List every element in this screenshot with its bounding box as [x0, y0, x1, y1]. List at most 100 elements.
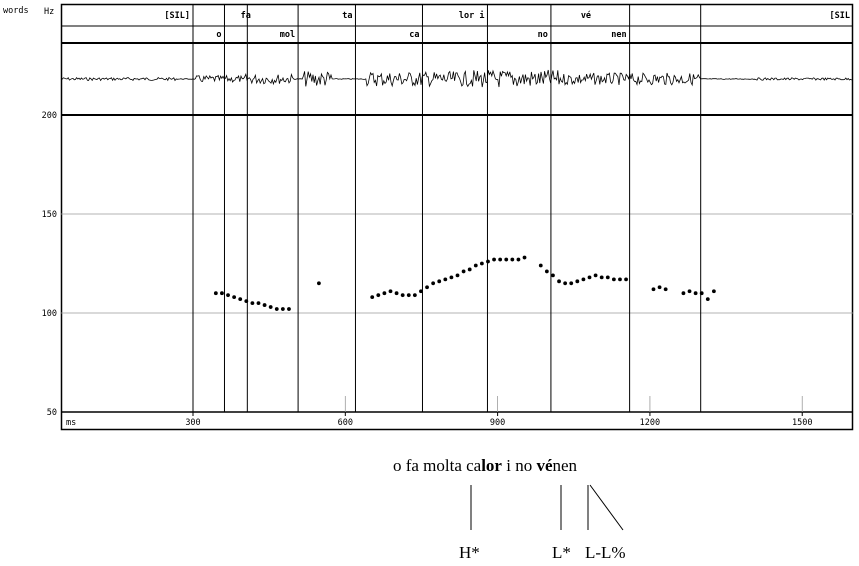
syllable-tier: o mol ca no nen [216, 30, 626, 40]
f0-point-31 [473, 263, 478, 268]
f0-point-7 [256, 301, 261, 305]
f0-point-42 [551, 273, 555, 278]
f0-point-18 [394, 291, 399, 296]
grid-lines [61, 213, 853, 412]
waveform-path [60, 69, 853, 88]
y-tick-label-150: 150 [42, 210, 57, 220]
f0-point-29 [461, 269, 466, 274]
sentence-stressed-ve: vé [536, 456, 553, 475]
tone-label-l-l-percent: L-L% [585, 543, 626, 562]
x-tick-label-300: 300 [185, 418, 200, 428]
x-tick-label-600: 600 [338, 418, 353, 428]
syllable-label-1: mol [280, 30, 295, 40]
words-tier-axis-label: words [3, 6, 29, 16]
f0-point-16 [382, 291, 387, 296]
f0-point-38 [516, 257, 521, 262]
x-axis-ticks: 300 600 900 1200 1500 [185, 412, 812, 428]
f0-point-4 [238, 297, 243, 302]
tone-label-h-star: H* [459, 543, 480, 562]
f0-point-26 [443, 277, 448, 282]
f0-point-35 [498, 257, 503, 262]
f0-point-56 [657, 285, 662, 290]
syllable-label-3: no [538, 30, 548, 40]
f0-point-43 [557, 279, 561, 284]
syllable-label-4: nen [611, 30, 626, 40]
ms-axis-label: ms [66, 418, 76, 428]
f0-point-63 [711, 289, 716, 294]
f0-point-1 [220, 291, 224, 296]
f0-point-9 [268, 305, 273, 309]
f0-point-50 [599, 275, 604, 280]
f0-point-55 [651, 287, 656, 292]
x-tick-label-900: 900 [490, 418, 505, 428]
f0-point-8 [262, 303, 267, 307]
plot-frame [60, 3, 854, 431]
f0-point-11 [280, 307, 285, 311]
word-label-0: [SIL] [164, 11, 190, 21]
f0-point-13 [317, 281, 321, 286]
word-label-4: vé [581, 10, 591, 21]
y-tick-label-50: 50 [47, 408, 57, 418]
f0-point-47 [581, 277, 586, 282]
f0-point-36 [504, 257, 509, 262]
f0-point-15 [376, 293, 381, 298]
f0-point-17 [388, 289, 393, 294]
f0-point-41 [544, 269, 549, 274]
f0-point-30 [467, 267, 472, 272]
f0-point-57 [663, 287, 668, 292]
y-tick-label-200: 200 [42, 111, 57, 121]
y-tick-label-100: 100 [42, 309, 57, 319]
x-tick-label-1200: 1200 [640, 418, 660, 428]
word-label-3: lor i [459, 10, 485, 21]
f0-point-14 [370, 295, 375, 300]
f0-point-49 [593, 273, 598, 278]
word-label-5: [SIL [830, 11, 850, 21]
f0-point-28 [455, 273, 460, 278]
f0-point-32 [479, 261, 484, 266]
f0-point-6 [250, 301, 255, 305]
f0-point-20 [406, 293, 411, 298]
f0-point-37 [510, 257, 515, 262]
f0-points [213, 255, 716, 311]
f0-point-22 [419, 289, 423, 294]
f0-point-44 [563, 281, 568, 286]
f0-point-58 [681, 291, 686, 296]
f0-point-46 [575, 279, 580, 284]
word-label-1: fa [241, 11, 251, 21]
boundary-tone-diagonal-line [589, 484, 624, 531]
word-tier: [SIL] fa ta lor i vé [SIL [164, 10, 850, 21]
f0-point-45 [569, 281, 574, 286]
sentence-part-3: nen [552, 456, 578, 475]
f0-point-27 [449, 275, 454, 280]
f0-point-53 [618, 277, 622, 282]
f0-point-10 [274, 307, 279, 311]
f0-point-54 [624, 277, 628, 282]
f0-point-3 [232, 295, 237, 300]
f0-point-39 [522, 255, 527, 260]
segment-boundaries [192, 4, 702, 412]
sentence-part-1: o fa molta ca [392, 456, 482, 475]
f0-point-34 [492, 257, 496, 262]
syllable-label-0: o [216, 30, 221, 40]
speech-waveform [60, 69, 853, 88]
f0-point-21 [412, 293, 417, 298]
f0-point-12 [287, 307, 291, 311]
f0-point-52 [611, 277, 616, 282]
sentence-stressed-lor: lor [481, 456, 502, 475]
y-axis-ticks: 50 100 150 200 [42, 111, 57, 418]
f0-point-23 [425, 285, 429, 290]
f0-point-59 [687, 289, 692, 294]
f0-point-25 [437, 279, 442, 284]
example-sentence: o fa molta calor i no vénen [300, 456, 670, 476]
syllable-label-2: ca [409, 30, 419, 40]
f0-point-40 [538, 263, 543, 268]
f0-point-51 [605, 275, 610, 280]
hz-unit-label: Hz [44, 7, 54, 17]
f0-point-19 [400, 293, 405, 298]
f0-point-2 [226, 293, 230, 298]
word-label-2: ta [342, 11, 352, 21]
x-tick-label-1500: 1500 [792, 418, 812, 428]
f0-point-5 [244, 299, 249, 304]
tone-label-l-star: L* [552, 543, 571, 562]
